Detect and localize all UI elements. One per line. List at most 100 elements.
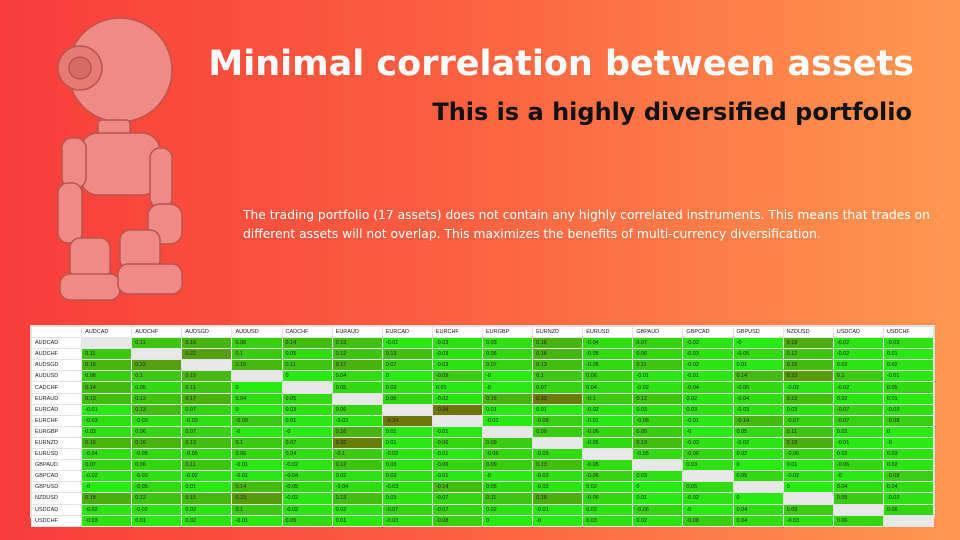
correlation-cell: 0.03 [381, 492, 433, 505]
correlation-cell: -0.03 [181, 414, 233, 427]
correlation-cell: 0.02 [582, 481, 634, 494]
correlation-cell: 0.13 [632, 436, 684, 450]
correlation-cell: 0.11 [782, 425, 834, 438]
correlation-cell: -0.1 [582, 392, 634, 405]
correlation-cell: -0.07 [381, 503, 433, 516]
table-row: EURAUD 0.13 0.12 0.17 0.04 0.05 0.06 -0.02 0.16 0… [30, 392, 935, 405]
column-header: AUDUSD [231, 325, 283, 339]
correlation-cell: 0.04 [331, 370, 383, 383]
correlation-cell: -0.01 [882, 370, 935, 383]
correlation-cell: 0.01 [882, 392, 935, 405]
correlation-cell: 0.01 [732, 359, 784, 372]
table-row: EURCAD -0.01 0.13 0.07 0 0.03 0.06 -0.34 0.01 0.0… [30, 403, 935, 416]
correlation-cell: -0.01 [81, 403, 133, 416]
column-header: GBPCAD [682, 325, 734, 339]
correlation-cell: 0.06 [582, 370, 634, 383]
column-header: AUDSGD [181, 325, 233, 339]
correlation-cell: -0.03 [732, 403, 784, 416]
correlation-cell: -0 [682, 425, 734, 438]
correlation-cell: -0.02 [732, 436, 784, 450]
correlation-cell: -0.05 [181, 448, 233, 461]
correlation-cell: -0.08 [532, 414, 584, 427]
correlation-cell: -0.01 [431, 470, 483, 483]
correlation-cell: -0.06 [832, 459, 884, 472]
correlation-cell: 0.09 [532, 425, 584, 438]
column-header: EURGBP [481, 325, 534, 339]
correlation-cell: 0.06 [882, 503, 935, 516]
correlation-cell: 0.01 [381, 425, 433, 438]
correlation-cell: 0.01 [882, 348, 935, 361]
correlation-cell: 0.06 [331, 403, 383, 416]
correlation-cell: 0.16 [481, 392, 534, 405]
column-header: EURCAD [381, 325, 433, 339]
correlation-cell: -0.03 [81, 414, 133, 427]
column-header: EURCHF [431, 325, 483, 339]
correlation-cell: -0.07 [431, 492, 483, 505]
correlation-cell: 0.01 [281, 414, 333, 427]
correlation-cell: 0.02 [732, 448, 784, 461]
row-header: AUDUSD [30, 370, 83, 383]
row-header: GBPCAD [30, 470, 83, 483]
subtitle: This is a highly diversified portfolio [432, 98, 912, 126]
correlation-cell: 0.05 [732, 425, 784, 438]
correlation-cell: -0.06 [431, 459, 483, 472]
correlation-cell: 0.01 [181, 481, 233, 494]
table-row: AUDCAD 0.11 0.16 0.08 0.14 0.13 -0.01 -0.03 0.03… [30, 337, 935, 350]
row-header: NZDUSD [30, 492, 83, 505]
row-header: GBPUSD [30, 481, 83, 494]
correlation-cell: 0.12 [632, 392, 684, 405]
correlation-cell: -0.03 [532, 470, 584, 483]
row-header: EURCAD [30, 403, 83, 416]
row-header: USDCHF [30, 514, 83, 527]
correlation-cell: 0.01 [532, 403, 584, 416]
correlation-cell: 0.13 [81, 392, 133, 405]
diagonal-cell [532, 436, 584, 450]
correlation-cell: -0.08 [882, 414, 935, 427]
column-header: USDCAD [832, 325, 884, 339]
column-header: CADCHF [281, 325, 333, 339]
correlation-cell: -0.02 [281, 503, 333, 516]
correlation-cell: -0.02 [632, 381, 684, 394]
table-row: CADCHF 0.14 0.05 0.11 0 0.05 0.03 0.01 -0 0.07 0.0… [30, 381, 935, 394]
correlation-cell: 0.06 [381, 392, 433, 405]
diagonal-cell [582, 448, 634, 461]
correlation-cell: -0.05 [582, 348, 634, 361]
correlation-cell: 0.03 [632, 403, 684, 416]
correlation-cell: -0.06 [682, 448, 734, 461]
correlation-cell: 0.07 [181, 403, 233, 416]
correlation-cell: 0.04 [231, 392, 283, 405]
correlation-cell: -0.02 [532, 481, 584, 494]
correlation-cell: -0.02 [281, 492, 333, 505]
correlation-cell: 0.02 [832, 359, 884, 372]
correlation-cell: -0.01 [231, 459, 283, 472]
correlation-cell: -0.05 [532, 448, 584, 461]
correlation-cell: 0.05 [481, 481, 534, 494]
correlation-cell: -0 [532, 514, 584, 527]
correlation-cell: 0.15 [231, 359, 283, 372]
correlation-cell: -0.04 [81, 448, 133, 461]
column-header: USDCHF [882, 325, 935, 339]
correlation-cell: 0.06 [481, 348, 534, 361]
correlation-cell: 0.06 [231, 448, 283, 461]
correlation-cell: 0.03 [381, 381, 433, 394]
correlation-cell: 0.07 [81, 459, 133, 472]
correlation-cell: -0.05 [281, 481, 333, 494]
correlation-cell: 0.16 [131, 436, 183, 450]
correlation-cell: -0.05 [582, 459, 634, 472]
correlation-cell: 0.32 [331, 436, 383, 450]
correlation-cell: 0.12 [331, 459, 383, 472]
correlation-cell: 0.17 [181, 392, 233, 405]
correlation-cell: -0.03 [682, 436, 734, 450]
correlation-cell: 0.13 [532, 359, 584, 372]
correlation-cell: 0.23 [782, 370, 834, 383]
correlation-cell: -0.05 [632, 448, 684, 461]
diagonal-cell [381, 403, 433, 416]
correlation-cell: 0.05 [732, 470, 784, 483]
correlation-cell: 0.04 [832, 481, 884, 494]
correlation-cell: 0.11 [181, 459, 233, 472]
robot-illustration [57, 17, 183, 301]
correlation-cell: -0.02 [381, 448, 433, 461]
correlation-cell: 0.17 [331, 359, 383, 372]
correlation-cell: 0.13 [782, 392, 834, 405]
correlation-cell: 0.1 [131, 370, 183, 383]
